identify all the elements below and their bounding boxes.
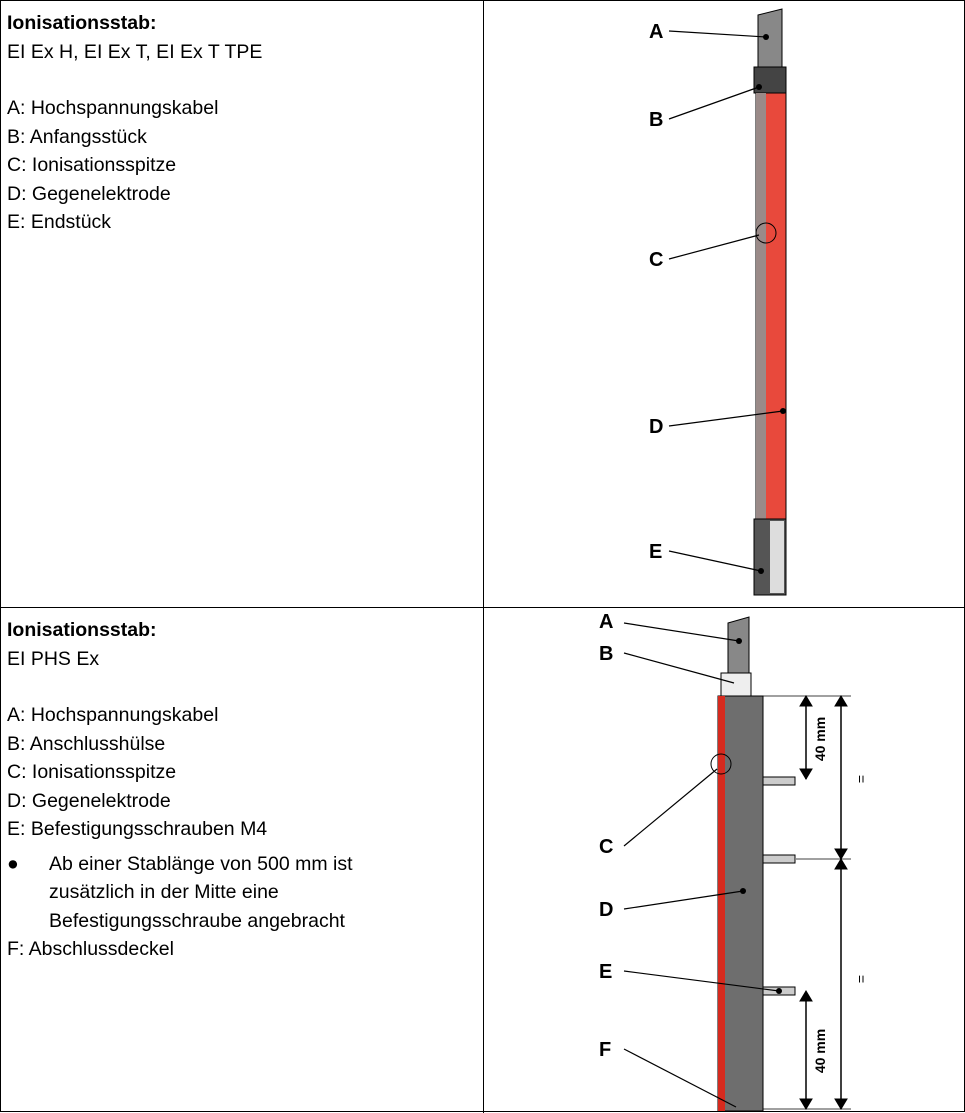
diagram-label: B [599, 643, 613, 665]
diagram-label: B [649, 109, 663, 131]
description-cell: Ionisationsstab: EI Ex H, EI Ex T, EI Ex… [1, 1, 483, 245]
item: E: Befestigungsschrauben M4 [7, 815, 477, 844]
rod-diagram [754, 9, 786, 595]
phs-diagram [711, 617, 851, 1111]
item: E: Endstück [7, 208, 477, 237]
diagram-label: A [599, 611, 613, 633]
diagram-label: C [649, 249, 663, 271]
item: D: Gegenelektrode [7, 180, 477, 209]
diagram-label: C [599, 836, 613, 858]
subtitle: EI Ex H, EI Ex T, EI Ex T TPE [7, 38, 477, 67]
title: Ionisationsstab: [7, 616, 477, 645]
dimension-label: 40 mm [812, 717, 828, 761]
item: D: Gegenelektrode [7, 787, 477, 816]
item: A: Hochspannungskabel [7, 701, 477, 730]
dimension-label: = [853, 975, 869, 983]
bullet-text: Ab einer Stablänge von 500 mm ist zusätz… [49, 850, 439, 936]
diagram-label: D [599, 899, 613, 921]
item: F: Abschlussdeckel [7, 935, 477, 964]
dimension-label: = [853, 775, 869, 783]
title: Ionisationsstab: [7, 9, 477, 38]
diagrams: A B C D E A [484, 1, 964, 1111]
table: Ionisationsstab: EI Ex H, EI Ex T, EI Ex… [0, 0, 965, 1112]
diagram-label: F [599, 1039, 611, 1061]
item: B: Anschlusshülse [7, 730, 477, 759]
description-cell: Ionisationsstab: EI PHS Ex A: Hochspannu… [1, 608, 483, 972]
diagram-label: D [649, 416, 663, 438]
item: C: Ionisationsspitze [7, 758, 477, 787]
diagram-label: E [649, 541, 662, 563]
diagram-label: E [599, 961, 612, 983]
dimension-label: 40 mm [812, 1029, 828, 1073]
item: B: Anfangsstück [7, 123, 477, 152]
subtitle: EI PHS Ex [7, 645, 477, 674]
item: A: Hochspannungskabel [7, 94, 477, 123]
diagram-label: A [649, 21, 663, 43]
item: C: Ionisationsspitze [7, 151, 477, 180]
bullet-item: ●Ab einer Stablänge von 500 mm ist zusät… [7, 850, 477, 936]
